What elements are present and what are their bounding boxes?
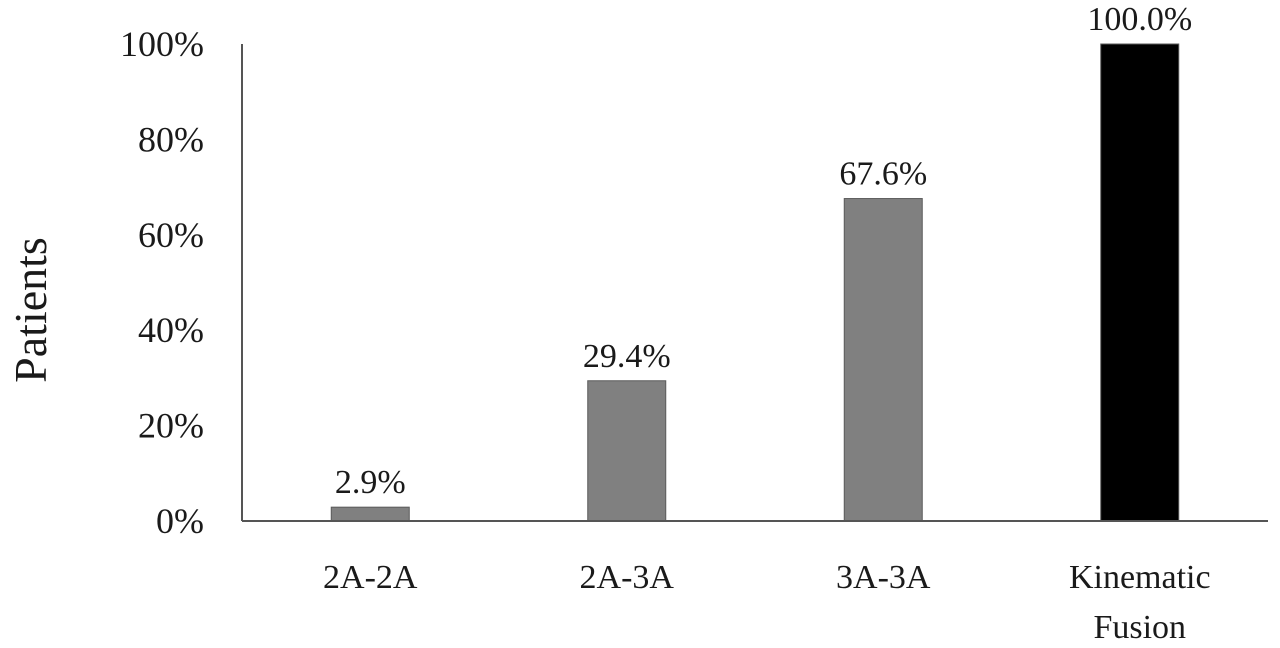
- bar: [587, 380, 667, 522]
- y-axis-ticks: 0% 20% 40% 60% 80% 100%: [120, 24, 204, 541]
- y-tick-label: 100%: [120, 24, 204, 64]
- axes-group: [241, 44, 1268, 522]
- y-tick-label: 20%: [138, 406, 204, 446]
- x-axis-labels: 2A-2A 2A-3A 3A-3A Kinematic Fusion: [323, 559, 1211, 646]
- bar-value-label: 29.4%: [583, 338, 671, 375]
- x-category-label: 2A-2A: [323, 559, 418, 596]
- data-labels-group: 2.9% 29.4% 67.6% 100.0%: [335, 1, 1192, 501]
- x-category-label: Kinematic: [1069, 559, 1211, 596]
- bar-value-label: 67.6%: [839, 156, 927, 193]
- bar-value-label: 2.9%: [335, 464, 406, 501]
- x-category-label: Fusion: [1093, 609, 1186, 643]
- bar: [330, 506, 410, 522]
- x-category-label: 2A-3A: [580, 559, 675, 596]
- bars-group: [330, 43, 1180, 522]
- y-tick-label: 80%: [138, 119, 204, 159]
- y-tick-label: 0%: [156, 501, 204, 541]
- y-axis-title-group: Patients: [5, 237, 56, 383]
- bar-value-label: 100.0%: [1087, 1, 1192, 38]
- x-category-label: 3A-3A: [836, 559, 931, 596]
- y-tick-label: 60%: [138, 215, 204, 255]
- bar: [1100, 43, 1180, 522]
- bar: [843, 198, 923, 522]
- y-tick-label: 40%: [138, 310, 204, 350]
- y-axis-title: Patients: [5, 237, 56, 383]
